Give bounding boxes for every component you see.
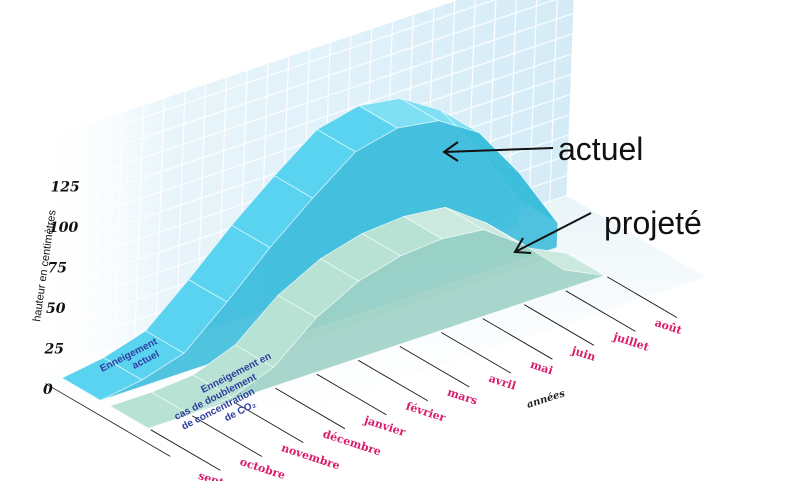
callout-arrowhead-projete — [513, 237, 532, 254]
month-line — [316, 373, 387, 416]
month-label-decembre: décembre — [321, 427, 383, 458]
callout-arrow-projete — [514, 212, 592, 253]
grid-line-vertical — [30, 140, 41, 376]
series-front-face — [148, 229, 606, 429]
month-label-avril: avril — [487, 372, 517, 393]
y-tick-125: 125 — [51, 180, 80, 196]
month-label-aout: août — [653, 316, 684, 337]
grid-line-vertical — [154, 98, 165, 334]
month-line — [233, 401, 304, 443]
grid-line-vertical — [71, 126, 82, 362]
grid-line-vertical — [51, 133, 62, 369]
callout-label-projete: projeté — [604, 205, 702, 241]
chart-series — [61, 97, 606, 429]
month-line — [399, 346, 470, 388]
month-line — [524, 304, 595, 346]
grid-line-horizontal — [36, 33, 573, 214]
month-label-mai: mai — [529, 358, 555, 377]
month-line — [441, 332, 512, 374]
depth-axis-line — [45, 383, 171, 457]
month-label-mars: mars — [446, 386, 479, 408]
callouts: actuel projeté — [442, 131, 702, 254]
month-line — [275, 387, 346, 430]
month-line — [607, 276, 678, 318]
month-line — [482, 318, 553, 360]
callout-arrowhead-actuel — [442, 141, 459, 162]
grid-line-vertical — [134, 105, 145, 341]
grid-line-vertical — [175, 91, 186, 327]
grid-line-vertical — [549, 0, 558, 202]
month-label-octobre: octobre — [238, 455, 287, 481]
callout-label-actuel: actuel — [558, 131, 643, 167]
chart-grid — [30, 0, 574, 376]
x-axis-title: années — [526, 388, 567, 411]
month-line — [565, 290, 636, 332]
grid-line-horizontal — [37, 13, 574, 194]
y-axis-ticks: 0 25 50 75 100 125 — [43, 180, 80, 399]
y-tick-0: 0 — [43, 382, 53, 398]
y-tick-75: 75 — [48, 261, 67, 277]
grid-line-horizontal — [39, 0, 497, 153]
month-line — [150, 429, 221, 471]
y-tick-25: 25 — [44, 342, 64, 358]
grid-line-vertical — [92, 119, 103, 355]
chart-month-lines — [45, 276, 678, 471]
month-label-janvier: janvier — [362, 413, 408, 439]
month-label-juin: juin — [569, 344, 597, 364]
y-tick-100: 100 — [49, 220, 78, 236]
month-label-juillet: juillet — [611, 330, 652, 354]
grid-line-vertical — [113, 112, 124, 348]
grid-line-vertical — [528, 0, 538, 209]
month-label-fevrier: février — [404, 400, 447, 425]
month-line — [358, 359, 429, 402]
month-line — [192, 415, 263, 457]
grid-line-horizontal — [38, 0, 556, 174]
y-tick-50: 50 — [46, 301, 66, 317]
callout-arrow-actuel — [443, 147, 554, 153]
month-label-novembre: novembre — [280, 441, 342, 472]
